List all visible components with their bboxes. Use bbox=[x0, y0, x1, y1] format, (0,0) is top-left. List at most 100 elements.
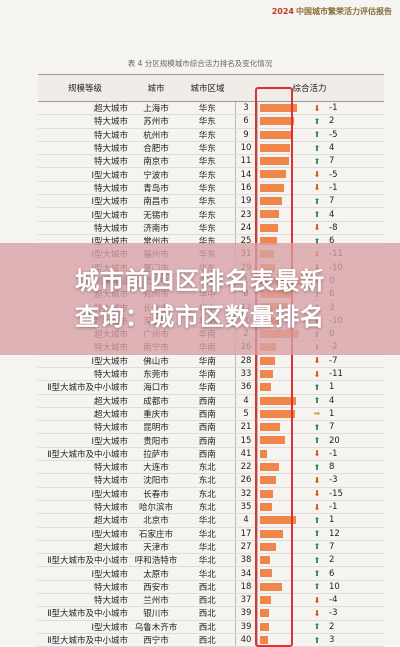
arrow-down-icon: ⬇ bbox=[307, 221, 327, 235]
table-row: 特大城市 昆明市 西南 21 ⬆ 7 bbox=[38, 420, 385, 435]
cell-region: 西南 bbox=[180, 407, 235, 422]
cell-region: 华南 bbox=[180, 380, 235, 395]
cell-change: -1 bbox=[327, 181, 385, 196]
cell-rank: 19 bbox=[234, 194, 258, 209]
cell-change: -3 bbox=[327, 473, 385, 488]
cell-level: 超大城市 bbox=[38, 101, 132, 116]
cell-city: 呼和浩特市 bbox=[132, 553, 180, 568]
cell-level: 特大城市 bbox=[38, 128, 132, 142]
vitality-bar bbox=[259, 556, 271, 565]
vitality-bar bbox=[259, 157, 289, 166]
cell-change: 1 bbox=[327, 513, 385, 528]
table-header-row: 规模等级 城市 城市区域 综合活力 bbox=[38, 74, 385, 102]
cell-change: 10 bbox=[327, 580, 385, 594]
cell-bar bbox=[257, 460, 307, 475]
arrow-down-icon: ⬇ bbox=[307, 447, 327, 462]
vitality-bar bbox=[259, 183, 285, 192]
cell-change: 6 bbox=[327, 566, 385, 581]
cell-rank: 34 bbox=[234, 566, 258, 581]
arrow-up-icon: ⬆ bbox=[307, 633, 327, 647]
cell-change: -3 bbox=[327, 606, 385, 621]
table-row: 特大城市 哈尔滨市 东北 35 ⬇ -1 bbox=[38, 500, 385, 515]
table-row: 特大城市 南京市 华东 11 ⬆ 7 bbox=[38, 154, 385, 169]
vitality-bar bbox=[259, 463, 280, 472]
arrow-right-icon: ➡ bbox=[307, 407, 327, 422]
table-row: Ⅰ型大城市 佛山市 华南 28 ⬇ -7 bbox=[38, 354, 385, 368]
cell-bar bbox=[257, 221, 307, 235]
table-caption: 表 4 分区规模城市综合活力排名及变化情况 bbox=[127, 59, 273, 68]
cell-city: 宁波市 bbox=[132, 167, 180, 182]
cell-rank: 10 bbox=[234, 141, 258, 156]
header-level: 规模等级 bbox=[38, 74, 132, 102]
cell-level: Ⅰ型大城市 bbox=[38, 527, 132, 541]
vitality-bar bbox=[259, 423, 280, 432]
cell-rank: 9 bbox=[234, 128, 258, 142]
table-row: Ⅰ型大城市 无锡市 华东 23 ⬆ 4 bbox=[38, 207, 385, 222]
overlay-line-2: 查询：城市区数量排名 bbox=[75, 303, 325, 331]
arrow-up-icon: ⬆ bbox=[307, 394, 327, 408]
cell-rank: 11 bbox=[234, 154, 258, 169]
cell-rank: 3 bbox=[234, 101, 258, 116]
cell-city: 南昌市 bbox=[132, 194, 180, 209]
cell-rank: 38 bbox=[234, 553, 258, 568]
cell-region: 西北 bbox=[180, 593, 235, 608]
cell-city: 太原市 bbox=[132, 566, 180, 581]
vitality-bar bbox=[259, 449, 268, 458]
cell-change: -1 bbox=[327, 101, 385, 116]
cell-region: 华北 bbox=[180, 553, 235, 568]
table-row: 特大城市 青岛市 华东 16 ⬇ -1 bbox=[38, 181, 385, 196]
vitality-bar bbox=[259, 356, 276, 365]
cell-city: 昆明市 bbox=[132, 420, 180, 435]
cell-change: 1 bbox=[327, 380, 385, 395]
table-row: Ⅱ型大城市及中小城市 西宁市 西北 40 ⬆ 3 bbox=[38, 633, 385, 647]
cell-level: 特大城市 bbox=[38, 367, 132, 382]
overlay-title: 城市前四区排名表最新 查询：城市区数量排名 bbox=[75, 263, 325, 335]
table-row: Ⅰ型大城市 石家庄市 华北 17 ⬆ 12 bbox=[38, 527, 385, 541]
table-row: 特大城市 东莞市 华南 33 ⬇ -11 bbox=[38, 367, 385, 382]
table-row: 特大城市 兰州市 西北 37 ⬇ -4 bbox=[38, 593, 385, 608]
cell-region: 东北 bbox=[180, 487, 235, 501]
cell-level: 超大城市 bbox=[38, 394, 132, 408]
vitality-bar bbox=[259, 476, 277, 485]
cell-city: 南京市 bbox=[132, 154, 180, 169]
cell-change: 4 bbox=[327, 394, 385, 408]
arrow-up-icon: ⬆ bbox=[307, 420, 327, 435]
cell-level: 特大城市 bbox=[38, 154, 132, 169]
cell-bar bbox=[257, 141, 307, 156]
cell-change: 4 bbox=[327, 141, 385, 156]
cell-city: 青岛市 bbox=[132, 181, 180, 196]
cell-rank: 36 bbox=[234, 380, 258, 395]
cell-change: 2 bbox=[327, 553, 385, 568]
table-row: Ⅰ型大城市 贵阳市 西南 15 ⬆ 20 bbox=[38, 433, 385, 448]
cell-bar bbox=[257, 513, 307, 528]
cell-bar bbox=[257, 447, 307, 462]
vitality-bar bbox=[259, 104, 297, 112]
cell-city: 上海市 bbox=[132, 101, 180, 116]
arrow-up-icon: ⬆ bbox=[307, 527, 327, 541]
cell-rank: 37 bbox=[234, 593, 258, 608]
arrow-down-icon: ⬇ bbox=[307, 101, 327, 116]
cell-bar bbox=[257, 167, 307, 182]
cell-region: 华东 bbox=[180, 114, 235, 129]
cell-level: 特大城市 bbox=[38, 593, 132, 608]
cell-rank: 22 bbox=[234, 460, 258, 475]
cell-rank: 24 bbox=[234, 221, 258, 235]
cell-level: 特大城市 bbox=[38, 460, 132, 475]
cell-bar bbox=[257, 194, 307, 209]
arrow-up-icon: ⬆ bbox=[307, 114, 327, 129]
cell-city: 西安市 bbox=[132, 580, 180, 594]
cell-city: 石家庄市 bbox=[132, 527, 180, 541]
cell-region: 华东 bbox=[180, 128, 235, 142]
cell-city: 海口市 bbox=[132, 380, 180, 395]
vitality-bar bbox=[259, 170, 286, 179]
cell-change: -1 bbox=[327, 500, 385, 515]
arrow-down-icon: ⬇ bbox=[307, 354, 327, 368]
cell-change: -15 bbox=[327, 487, 385, 501]
cell-bar bbox=[257, 473, 307, 488]
table-row: 特大城市 沈阳市 东北 26 ⬇ -3 bbox=[38, 473, 385, 488]
table-row: 特大城市 合肥市 华东 10 ⬆ 4 bbox=[38, 141, 385, 156]
cell-change: 20 bbox=[327, 433, 385, 448]
cell-region: 华北 bbox=[180, 527, 235, 541]
cell-rank: 15 bbox=[234, 433, 258, 448]
vitality-bar bbox=[259, 236, 278, 245]
